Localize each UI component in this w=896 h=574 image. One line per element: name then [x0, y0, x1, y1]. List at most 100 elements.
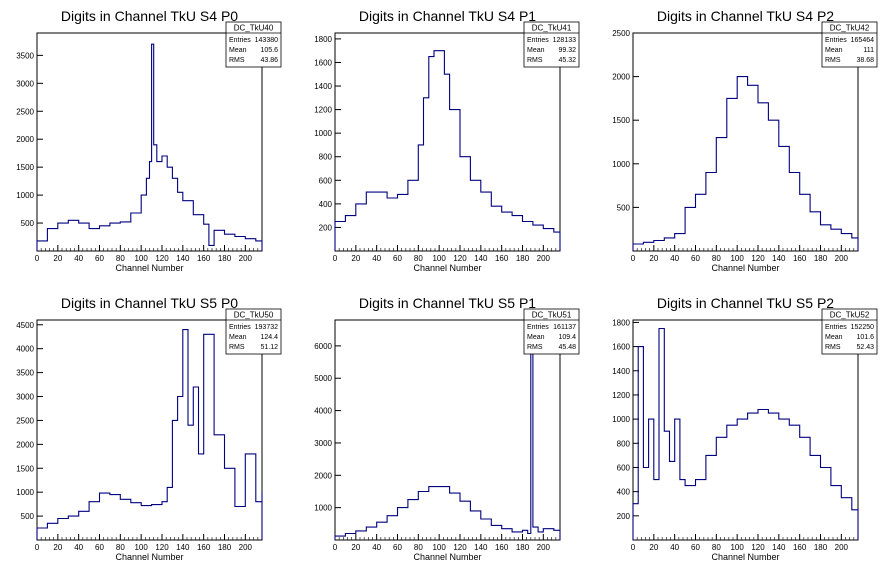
x-tick-label: 80 — [116, 543, 125, 552]
x-tick-label: 0 — [35, 543, 40, 552]
x-tick-label: 100 — [730, 254, 744, 263]
histogram-panel: Digits in Channel TkU S5 P0 0 20 40 60 80 100 1… — [16, 295, 282, 562]
y-tick-label: 4000 — [16, 345, 34, 354]
histogram-panel: Digits in Channel TkU S4 P0 0 20 40 60 80 100 1… — [16, 8, 282, 273]
y-tick-label: 3000 — [16, 79, 34, 88]
x-tick-label: 120 — [155, 543, 169, 552]
y-tick-label: 3000 — [314, 439, 332, 448]
y-tick-label: 6000 — [314, 342, 332, 351]
stats-value: 38.68 — [856, 57, 874, 64]
x-tick-label: 140 — [176, 254, 190, 263]
stats-value: 152250 — [851, 324, 874, 331]
stats-key: Mean — [825, 47, 843, 54]
y-tick-label: 500 — [617, 203, 631, 212]
x-tick-label: 160 — [495, 254, 509, 263]
stats-value: 124.4 — [260, 334, 278, 341]
y-tick-label: 2000 — [314, 471, 332, 480]
y-tick-label: 500 — [21, 512, 35, 521]
x-tick-label: 160 — [793, 254, 807, 263]
x-tick-label: 60 — [691, 543, 700, 552]
chart-title: Digits in Channel TkU S5 P1 — [359, 295, 536, 311]
x-tick-label: 100 — [730, 543, 744, 552]
x-tick-label: 0 — [35, 254, 40, 263]
y-tick-label: 1000 — [314, 129, 332, 138]
x-tick-label: 160 — [495, 543, 509, 552]
histogram-panel: Digits in Channel TkU S5 P1 0 20 40 60 80 100 1… — [314, 295, 580, 562]
stats-box — [225, 21, 282, 68]
chart-title: Digits in Channel TkU S4 P2 — [657, 8, 834, 24]
x-tick-label: 80 — [712, 543, 721, 552]
stats-key: RMS — [229, 57, 245, 64]
y-tick-label: 4500 — [16, 321, 34, 330]
stats-key: Mean — [527, 334, 545, 341]
x-tick-label: 180 — [516, 254, 530, 263]
y-tick-label: 1500 — [16, 163, 34, 172]
x-tick-label: 200 — [239, 254, 253, 263]
y-tick-label: 600 — [617, 463, 631, 472]
stats-box — [821, 308, 878, 355]
stats-box — [523, 308, 580, 355]
stats-key: RMS — [229, 344, 245, 351]
stats-box — [821, 21, 878, 68]
stats-key: Entries — [229, 37, 251, 44]
stats-value: 52.43 — [856, 344, 874, 351]
x-tick-label: 120 — [751, 543, 765, 552]
stats-value: 99.32 — [558, 47, 576, 54]
y-tick-label: 1500 — [16, 464, 34, 473]
x-tick-label: 60 — [393, 543, 402, 552]
y-tick-label: 3500 — [16, 369, 34, 378]
x-axis-label: Channel Number — [115, 552, 183, 562]
chart-title: Digits in Channel TkU S5 P0 — [61, 295, 238, 311]
stats-box — [523, 21, 580, 68]
y-tick-label: 2500 — [16, 416, 34, 425]
y-tick-label: 1800 — [314, 35, 332, 44]
y-tick-label: 4000 — [314, 407, 332, 416]
x-tick-label: 20 — [649, 543, 658, 552]
x-tick-label: 180 — [218, 254, 232, 263]
y-tick-label: 200 — [319, 223, 333, 232]
y-tick-label: 2000 — [612, 73, 630, 82]
y-tick-label: 400 — [319, 200, 333, 209]
x-axis-label: Channel Number — [711, 552, 779, 562]
stats-name: DC_TkU51 — [532, 311, 572, 320]
x-tick-label: 160 — [197, 543, 211, 552]
stats-value: 101.6 — [856, 334, 874, 341]
y-tick-label: 800 — [319, 153, 333, 162]
y-tick-label: 1500 — [612, 116, 630, 125]
x-tick-label: 0 — [631, 254, 636, 263]
y-tick-label: 5000 — [314, 374, 332, 383]
x-tick-label: 100 — [432, 254, 446, 263]
x-tick-label: 160 — [197, 254, 211, 263]
stats-key: Entries — [527, 324, 549, 331]
x-tick-label: 80 — [414, 543, 423, 552]
stats-name: DC_TkU41 — [532, 24, 572, 33]
y-tick-label: 1400 — [314, 82, 332, 91]
y-tick-label: 1000 — [314, 504, 332, 513]
x-tick-label: 20 — [53, 543, 62, 552]
x-tick-label: 40 — [670, 543, 679, 552]
x-axis-label: Channel Number — [711, 263, 779, 273]
stats-value: 143380 — [255, 37, 278, 44]
stats-key: Entries — [825, 324, 847, 331]
chart-title: Digits in Channel TkU S4 P0 — [61, 8, 238, 24]
x-tick-label: 20 — [351, 543, 360, 552]
histogram-line — [334, 329, 561, 540]
y-tick-label: 1800 — [612, 318, 630, 327]
y-tick-label: 1600 — [314, 58, 332, 67]
x-tick-label: 100 — [134, 254, 148, 263]
x-tick-label: 140 — [772, 254, 786, 263]
y-tick-label: 200 — [617, 512, 631, 521]
stats-box — [225, 308, 282, 355]
x-tick-label: 0 — [333, 543, 338, 552]
x-tick-label: 140 — [474, 254, 488, 263]
y-tick-label: 500 — [21, 219, 35, 228]
x-tick-label: 180 — [516, 543, 530, 552]
x-tick-label: 20 — [649, 254, 658, 263]
x-tick-label: 120 — [453, 543, 467, 552]
stats-value: 105.6 — [260, 47, 278, 54]
x-tick-label: 200 — [835, 254, 849, 263]
histogram-panel: Digits in Channel TkU S4 P2 0 20 40 60 80 100 1… — [612, 8, 878, 273]
stats-key: RMS — [825, 57, 841, 64]
histogram-panel: Digits in Channel TkU S5 P2 0 20 40 60 80 100 1… — [612, 295, 878, 562]
